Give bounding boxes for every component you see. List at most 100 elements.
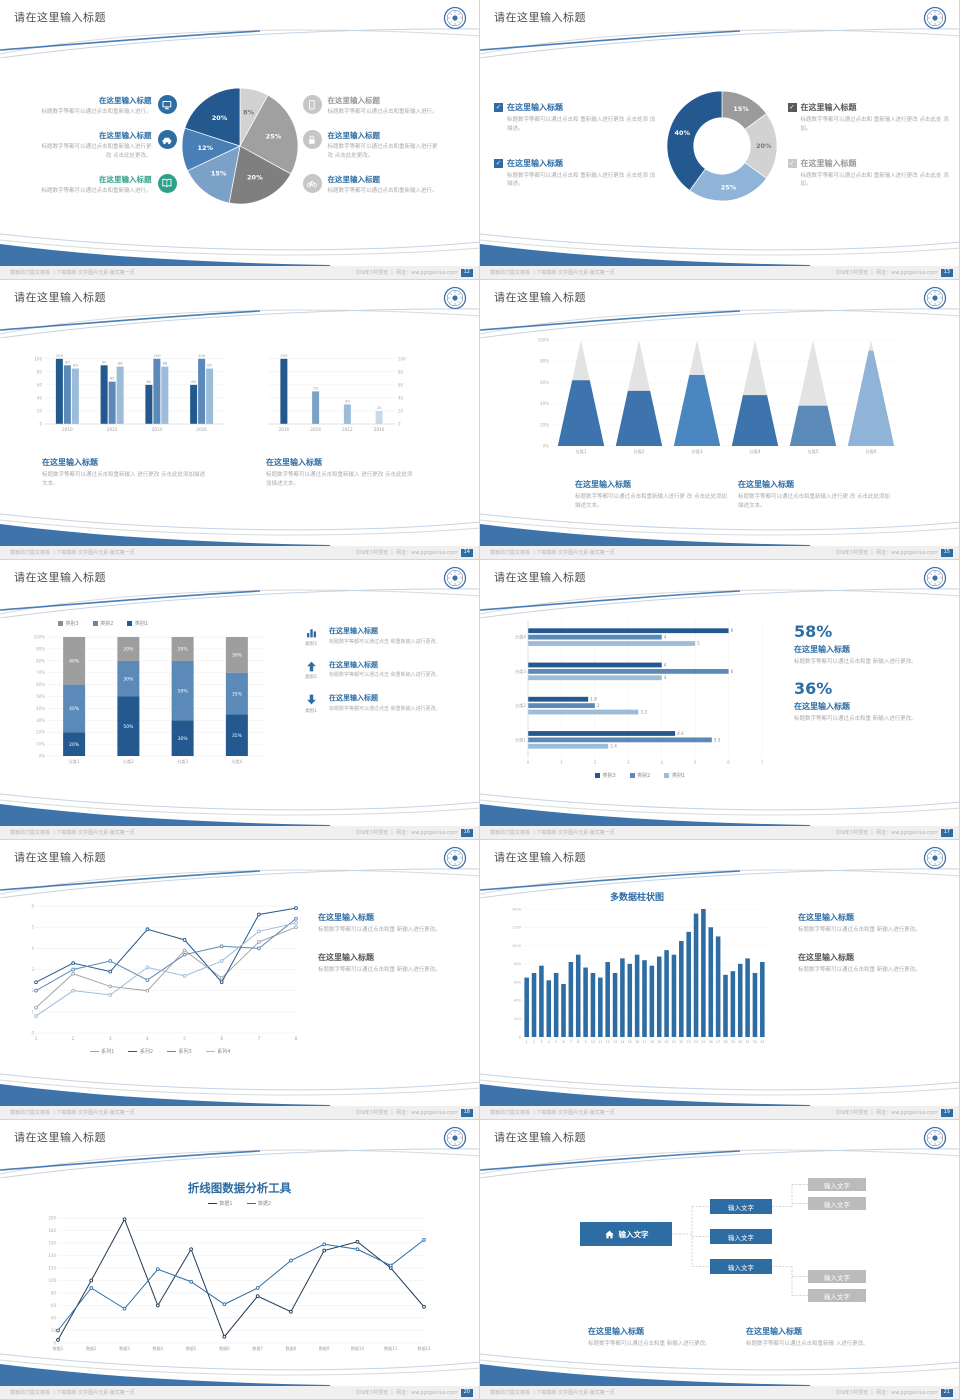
checkbox-checked-icon[interactable] — [787, 158, 797, 168]
svg-text:6: 6 — [31, 904, 34, 909]
slide-preview-6[interactable]: 请在这里输入标题 0 1 2 3 4 5 6 7 6 4 5 分类4 4 6 4 分类3 1.8 2 3.3 分类2 4… — [480, 560, 960, 840]
leaf-node[interactable]: 输入文字 — [808, 1178, 866, 1191]
category-tag: 类别2 — [305, 675, 317, 680]
leaf-node[interactable]: 输入文字 — [808, 1289, 866, 1302]
footer-left-text: 模板助力图文排版 丨下载模板·文字图片元素·版式第一页 — [490, 270, 615, 276]
svg-text:2: 2 — [72, 1036, 75, 1041]
svg-text:1: 1 — [526, 1040, 528, 1044]
slide-preview-8[interactable]: 请在这里输入标题 多数据柱状图 0 200 400 600 800 1000 1200 140… — [480, 840, 960, 1120]
top-swoosh-decoration — [0, 1148, 479, 1178]
footer-right-text: 【09年7月预览 丨 网址：ww.pptgenius.com — [833, 1390, 938, 1396]
category-item: 类别1 在这里输入标题 标题数字等都可以通过点击 和重新输入进行更改。 — [300, 693, 465, 714]
checkbox-checked-icon[interactable] — [787, 102, 797, 112]
slide-preview-9[interactable]: 请在这里输入标题 折线图数据分析工具 数据1 数据2 0 20 40 60 80 100 12… — [0, 1120, 480, 1400]
svg-text:60: 60 — [191, 379, 196, 384]
bottom-swoosh-decoration — [480, 1353, 959, 1386]
svg-text:26: 26 — [709, 1040, 713, 1044]
column-chart: 0 200 400 600 800 1000 1200 1400 1 2 3 4 5 6 7 8 9 10 11 12… — [506, 904, 768, 1046]
slide-heading: 请在这里输入标题 — [14, 11, 106, 24]
svg-text:2016: 2016 — [279, 427, 290, 432]
item-desc: 标题数字等都可以通过点击和重新输入进行更改 点击此处更改。 — [327, 144, 438, 159]
car-icon — [157, 130, 177, 150]
slide-preview-5[interactable]: 请在这里输入标题 类别3 类别2 类别1 0% 10% 20% 30% 40% 50% 60% 7… — [0, 560, 480, 840]
svg-text:30: 30 — [345, 398, 350, 403]
svg-text:100: 100 — [34, 356, 42, 361]
item-desc: 标题数字等都可以通过点击 和重新输入进行更改。 — [329, 672, 441, 678]
slide-footer: 模板助力图文排版 丨下载模板·文字图片元素·版式第一页 【09年7月预览 丨 网… — [480, 826, 959, 839]
item-desc: 标题数字等都可以通过点击和重新输入进行更改 点击此处更改。 — [41, 144, 152, 159]
line-chart: 0 20 40 60 80 100 120 140 160 180 200 数据1 数据2 数据3 数据4 数… — [42, 1212, 432, 1354]
slide-heading: 请在这里输入标题 — [494, 11, 586, 24]
svg-text:20: 20 — [377, 405, 382, 410]
leaf-node[interactable]: 输入文字 — [808, 1270, 866, 1283]
branch-node[interactable]: 输入文字 — [710, 1199, 772, 1214]
item-desc: 标题数字等都可以通过点击和 重新输入进行更改 点击此处 添加。 — [800, 116, 949, 132]
branch-node[interactable]: 输入文字 — [710, 1259, 772, 1274]
svg-text:2010: 2010 — [374, 427, 385, 432]
root-node[interactable]: 输入文字 — [580, 1222, 672, 1246]
school-logo-badge — [923, 566, 947, 590]
svg-text:分类3: 分类3 — [177, 758, 188, 765]
chart-caption: 在这里输入标题 标题数字等都可以通过点击和重新输入进行更 改 点击此处添加描述文… — [738, 472, 890, 511]
svg-text:2.4: 2.4 — [610, 744, 617, 749]
school-logo-badge — [923, 846, 947, 870]
top-swoosh-decoration — [480, 28, 959, 58]
svg-text:3: 3 — [109, 1036, 112, 1041]
svg-text:2: 2 — [533, 1040, 535, 1044]
slide-preview-4[interactable]: 请在这里输入标题 0% 20% 40% 60% 80% 100% 分类1 分类2 分类3 分类4 分… — [480, 280, 960, 560]
slide-preview-2[interactable]: 请在这里输入标题 在这里输入标题 标题数字等都可以通过点击和 重新输入进行更改 … — [480, 0, 960, 280]
bar-chart-icon — [305, 626, 318, 639]
svg-text:25%: 25% — [265, 132, 281, 140]
svg-text:6: 6 — [731, 669, 734, 674]
svg-text:14: 14 — [620, 1040, 624, 1044]
page-number: 18 — [460, 1108, 473, 1117]
svg-text:6: 6 — [562, 1040, 564, 1044]
bottom-swoosh-decoration — [480, 793, 959, 826]
footer-right-text: 【09年7月预览 丨 网址：ww.pptgenius.com — [353, 550, 458, 556]
item-desc: 标题数字等都可以通过点击和 重新输入进行更改 点击处添 加描述。 — [507, 172, 656, 188]
svg-text:数据4: 数据4 — [153, 1345, 164, 1351]
svg-text:20: 20 — [37, 408, 43, 413]
top-swoosh-decoration — [0, 868, 479, 898]
stat-title: 在这里输入标题 — [794, 702, 850, 712]
footer-right-text: 【09年7月预览 丨 网址：ww.pptgenius.com — [353, 830, 458, 836]
legend-item: 类别2 — [629, 772, 651, 779]
checkbox-checked-icon[interactable] — [494, 102, 503, 112]
svg-text:2010: 2010 — [62, 427, 73, 432]
slide-preview-3[interactable]: 请在这里输入标题 0 20 40 60 80 100 100 90 85 2010 90 65 88 20… — [0, 280, 480, 560]
monitor-icon — [157, 95, 177, 115]
stat-desc: 标题数字等都可以通过点击和重 新输入进行更改。 — [794, 715, 917, 722]
top-swoosh-decoration — [480, 1148, 959, 1178]
text-block: 在这里输入标题 标题数字等都可以通过点击和重 新输入进行更改。 — [798, 952, 945, 975]
feature-item: 在这里输入标题 标题数字等都可以通过点击和重新输入进行。 — [12, 95, 177, 117]
legend-label: 类别2 — [637, 773, 651, 779]
item-desc: 标题数字等都可以通过点击和重新输入进行。 — [41, 187, 152, 194]
item-title: 在这里输入标题 — [99, 174, 152, 184]
svg-text:120: 120 — [48, 1266, 56, 1271]
feature-item: 在这里输入标题 标题数字等都可以通过点击和重新输入进行更改 点击此处更改。 — [12, 130, 177, 161]
leaf-node[interactable]: 输入文字 — [808, 1197, 866, 1210]
svg-text:50%: 50% — [123, 724, 134, 730]
svg-text:23: 23 — [687, 1040, 691, 1044]
grouped-bar-chart: 0 20 40 60 80 100 100 90 85 2010 90 65 88 2012 60 100 88… — [28, 340, 230, 434]
top-swoosh-decoration — [0, 588, 479, 618]
checkbox-checked-icon[interactable] — [494, 158, 503, 168]
legend-label: 系列2 — [139, 1049, 153, 1055]
svg-text:30%: 30% — [178, 736, 189, 742]
svg-text:分类1: 分类1 — [69, 758, 80, 765]
slide-preview-10[interactable]: 请在这里输入标题 输入文字 输入文字 输入文字 输入文字 输入文字 输入文字 输… — [480, 1120, 960, 1400]
legend-item: 类别1 — [664, 772, 685, 779]
svg-text:15%: 15% — [733, 104, 749, 112]
block-desc: 标题数字等都可以通过点击和重 新输入进行更改。 — [588, 1341, 711, 1347]
item-title: 在这里输入标题 — [327, 96, 381, 106]
slide-preview-1[interactable]: 请在这里输入标题 在这里输入标题 标题数字等都可以通过点击和重新输入进行。 在这里… — [0, 0, 480, 280]
legend-item: 类别2 — [92, 620, 113, 627]
footer-left-text: 模板助力图文排版 丨下载模板·文字图片元素·版式第一页 — [10, 270, 135, 276]
svg-text:20: 20 — [51, 1328, 57, 1333]
bicycle-icon — [302, 173, 322, 193]
school-logo-badge — [923, 6, 947, 30]
branch-node[interactable]: 输入文字 — [710, 1229, 772, 1244]
item-title: 在这里输入标题 — [507, 102, 563, 112]
legend-label: 系列4 — [217, 1049, 231, 1055]
